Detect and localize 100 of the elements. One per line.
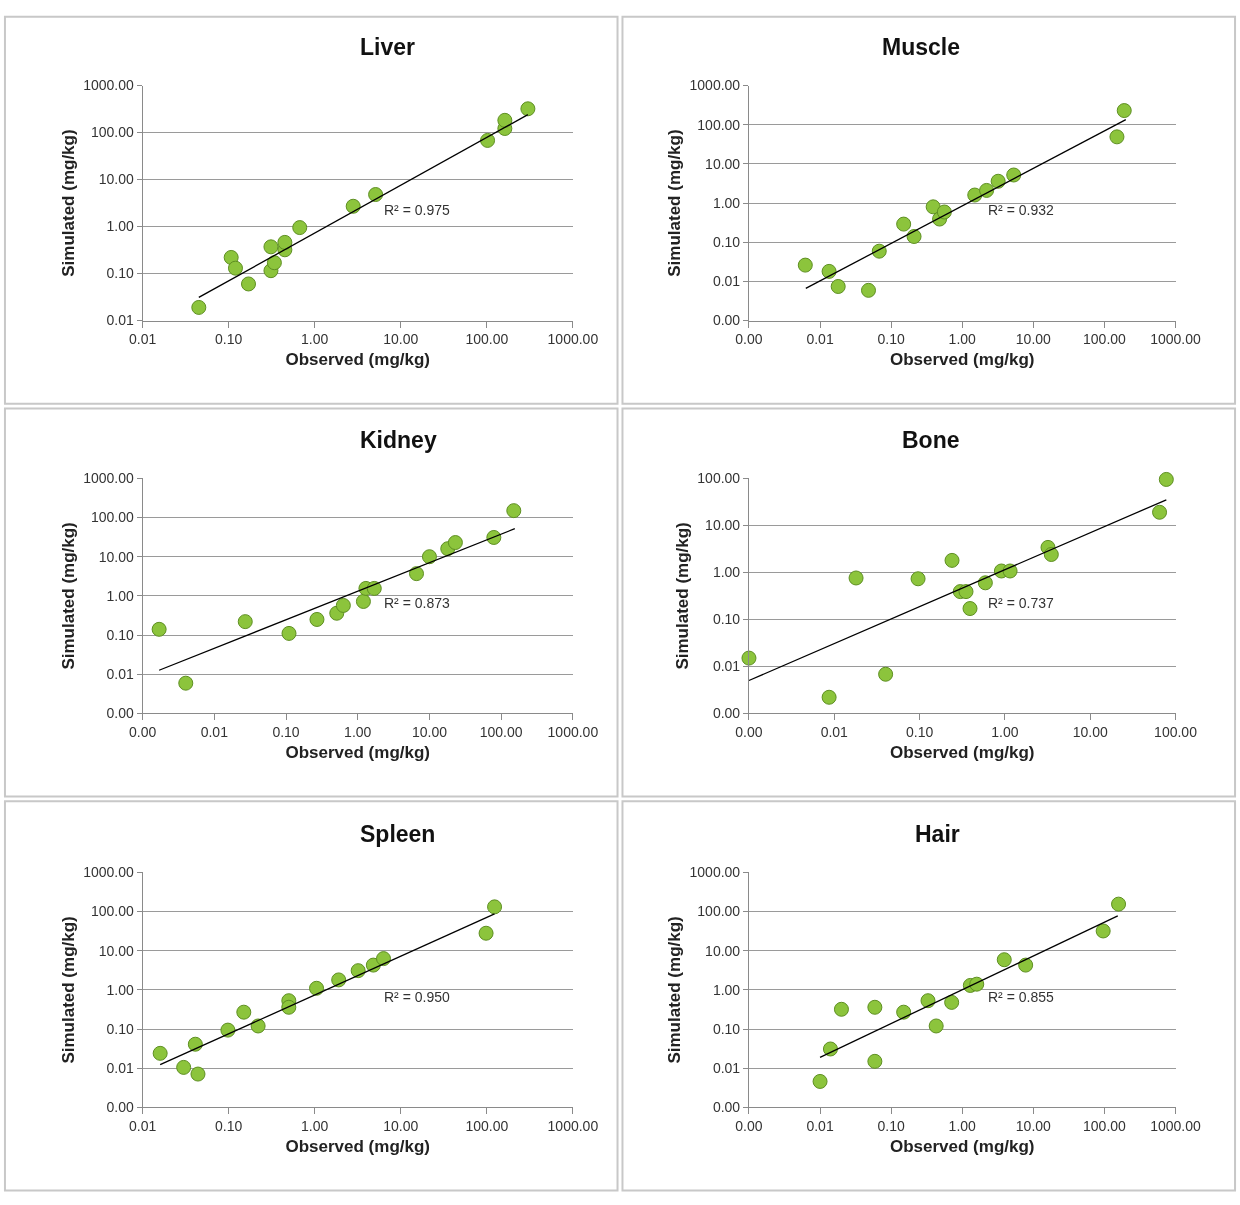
y-tick-label: 0.01 (106, 666, 135, 683)
x-tick-label: 100.00 (465, 1118, 509, 1135)
y-tick-label: 0.10 (712, 611, 741, 628)
x-axis-title: Observed (mg/kg) (285, 349, 431, 369)
x-tick-label: 100.00 (479, 724, 523, 741)
y-tick-label: 100.00 (90, 124, 135, 141)
y-tick-label: 0.00 (712, 1099, 741, 1116)
y-axis-title: Simulated (mg/kg) (58, 522, 78, 670)
x-tick-label: 0.10 (272, 724, 300, 741)
y-tick-label: 1.00 (106, 981, 135, 998)
y-tick-label: 0.00 (106, 1099, 135, 1116)
x-tick-label: 1000.00 (1150, 1118, 1202, 1135)
x-tick-label: 100.00 (1083, 1118, 1127, 1135)
x-tick-label: 0.10 (877, 331, 905, 348)
y-tick-label: 100.00 (697, 116, 741, 133)
y-tick-label: 0.01 (106, 312, 135, 329)
x-tick-label: 100.00 (1154, 724, 1198, 741)
annotation: R² = 0.873 (384, 595, 450, 611)
chart-title: Spleen (360, 821, 436, 847)
y-tick-label: 1000.00 (83, 864, 135, 881)
chart-title: Liver (360, 34, 416, 60)
y-tick-label: 10.00 (705, 517, 741, 534)
x-axis-title: Observed (mg/kg) (285, 742, 431, 762)
x-tick-label: 0.00 (128, 724, 157, 741)
y-tick-label: 0.01 (712, 1060, 741, 1077)
y-tick-label: 1.00 (106, 587, 135, 604)
y-tick-label: 0.10 (712, 234, 741, 251)
y-tick-label: 10.00 (98, 171, 134, 188)
x-tick-label: 1.00 (948, 331, 977, 348)
x-tick-label: 10.00 (383, 1118, 419, 1135)
y-tick-label: 1000.00 (689, 77, 741, 94)
y-tick-label: 0.00 (106, 705, 135, 722)
y-tick-label: 100.00 (697, 903, 741, 920)
y-tick-label: 0.10 (106, 1020, 135, 1037)
y-tick-label: 0.01 (712, 273, 741, 290)
chart-title: Hair (915, 821, 960, 847)
y-tick-label: 10.00 (98, 942, 134, 959)
x-axis-title: Observed (mg/kg) (889, 349, 1035, 369)
y-tick-label: 0.10 (106, 265, 135, 282)
y-tick-label: 0.01 (712, 658, 741, 675)
annotation: R² = 0.932 (988, 202, 1054, 218)
x-tick-label: 1.00 (991, 724, 1019, 741)
x-tick-label: 1000.00 (547, 1118, 599, 1135)
chart-title: Muscle (882, 34, 960, 60)
x-tick-label: 0.00 (735, 1118, 763, 1135)
y-tick-label: 1000.00 (689, 864, 741, 881)
x-tick-label: 1.00 (301, 1118, 329, 1135)
annotation: R² = 0.950 (384, 989, 450, 1005)
x-tick-label: 100.00 (465, 331, 509, 348)
y-tick-label: 0.10 (712, 1020, 741, 1037)
y-tick-label: 1.00 (106, 218, 135, 235)
y-tick-label: 10.00 (705, 155, 741, 172)
x-tick-label: 10.00 (411, 724, 448, 741)
y-tick-label: 10.00 (98, 548, 134, 565)
x-tick-label: 0.00 (735, 724, 763, 741)
x-tick-label: 0.01 (200, 724, 229, 741)
x-tick-label: 0.01 (820, 724, 849, 741)
x-axis-title: Observed (mg/kg) (889, 742, 1035, 762)
x-tick-label: 0.10 (215, 331, 243, 348)
y-tick-label: 1.00 (712, 194, 741, 211)
annotation: R² = 0.975 (384, 202, 450, 218)
y-tick-label: 0.01 (106, 1060, 135, 1077)
y-tick-label: 1000.00 (83, 470, 135, 487)
x-tick-label: 1000.00 (547, 724, 599, 741)
x-tick-label: 10.00 (1015, 1118, 1052, 1135)
x-axis-title: Observed (mg/kg) (285, 1136, 431, 1156)
x-tick-label: 0.10 (877, 1118, 905, 1135)
x-tick-label: 1000.00 (1150, 331, 1202, 348)
x-tick-label: 10.00 (1015, 331, 1052, 348)
x-tick-label: 0.10 (905, 724, 934, 741)
chart-title: Kidney (360, 427, 437, 453)
x-axis-title: Observed (mg/kg) (889, 1136, 1035, 1156)
y-axis-title: Simulated (mg/kg) (58, 129, 78, 277)
y-tick-label: 0.10 (106, 626, 135, 643)
x-tick-label: 0.01 (806, 331, 834, 348)
y-tick-label: 100.00 (90, 903, 135, 920)
y-axis-title: Simulated (mg/kg) (672, 522, 692, 670)
annotation: R² = 0.855 (988, 989, 1054, 1005)
x-tick-label: 0.10 (215, 1118, 243, 1135)
x-tick-label: 100.00 (1083, 331, 1127, 348)
y-tick-label: 0.00 (712, 312, 741, 329)
y-tick-label: 1.00 (712, 564, 741, 581)
x-tick-label: 0.00 (735, 331, 763, 348)
x-tick-label: 1.00 (301, 331, 329, 348)
chart-title: Bone (902, 427, 960, 453)
x-tick-label: 1000.00 (547, 331, 599, 348)
y-tick-label: 1.00 (712, 981, 741, 998)
y-tick-label: 100.00 (697, 470, 741, 487)
x-tick-label: 1.00 (344, 724, 372, 741)
y-tick-label: 0.00 (712, 705, 741, 722)
y-axis-title: Simulated (mg/kg) (58, 916, 78, 1064)
x-tick-label: 0.01 (806, 1118, 834, 1135)
y-axis-title: Simulated (mg/kg) (665, 916, 685, 1064)
x-tick-label: 10.00 (383, 331, 419, 348)
y-tick-label: 1000.00 (83, 77, 135, 94)
x-tick-label: 10.00 (1072, 724, 1108, 741)
y-tick-label: 10.00 (705, 942, 741, 959)
y-tick-label: 100.00 (90, 509, 135, 526)
x-tick-label: 1.00 (948, 1118, 977, 1135)
annotation: R² = 0.737 (988, 595, 1054, 611)
